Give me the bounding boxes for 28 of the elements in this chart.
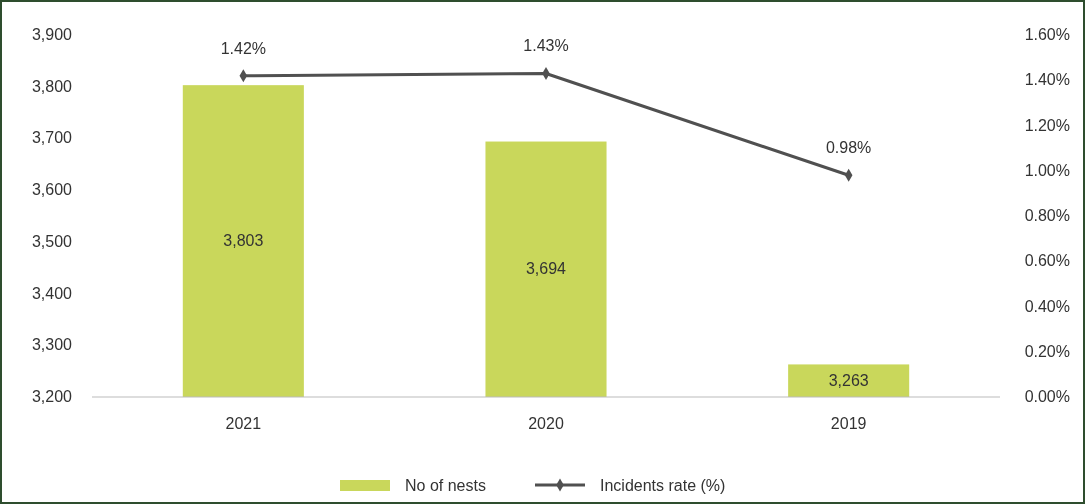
data-label: 3,803 — [223, 232, 264, 250]
y-tick-label: 3,400 — [31, 284, 73, 302]
y2-tick-label: 0.20% — [1024, 342, 1070, 360]
legend-label: Incidents rate (%) — [600, 477, 726, 494]
y2-tick-label: 0.60% — [1024, 252, 1070, 270]
y2-tick-label: 0.80% — [1024, 207, 1070, 224]
data-label: 3,263 — [828, 371, 869, 389]
y-tick-label: 3,700 — [31, 129, 73, 147]
y2-tick-label: 0.40% — [1024, 297, 1070, 315]
y2-tick-label: 1.20% — [1024, 116, 1070, 134]
y2-tick-label: 1.00% — [1024, 161, 1070, 179]
y-tick-label: 3,300 — [31, 336, 73, 354]
y2-tick-label: 0.00% — [1024, 388, 1070, 405]
data-label: 1.42% — [220, 39, 267, 57]
y-tick-label: 3,600 — [31, 181, 73, 199]
y2-tick-label: 1.60% — [1024, 26, 1070, 43]
data-label: 0.98% — [825, 139, 872, 157]
y-tick-label: 3,200 — [31, 388, 73, 405]
x-tick-label: 2020 — [528, 415, 564, 432]
data-label: 3,694 — [525, 260, 567, 278]
y2-tick-label: 1.40% — [1024, 71, 1070, 89]
data-label: 1.43% — [523, 37, 569, 55]
y-tick-label: 3,500 — [31, 232, 73, 250]
y-tick-label: 3,800 — [31, 77, 73, 95]
x-tick-label: 2019 — [830, 415, 867, 432]
legend-label: No of nests — [405, 477, 486, 494]
y-tick-label: 3,900 — [31, 26, 73, 43]
x-tick-label: 2021 — [225, 415, 262, 432]
